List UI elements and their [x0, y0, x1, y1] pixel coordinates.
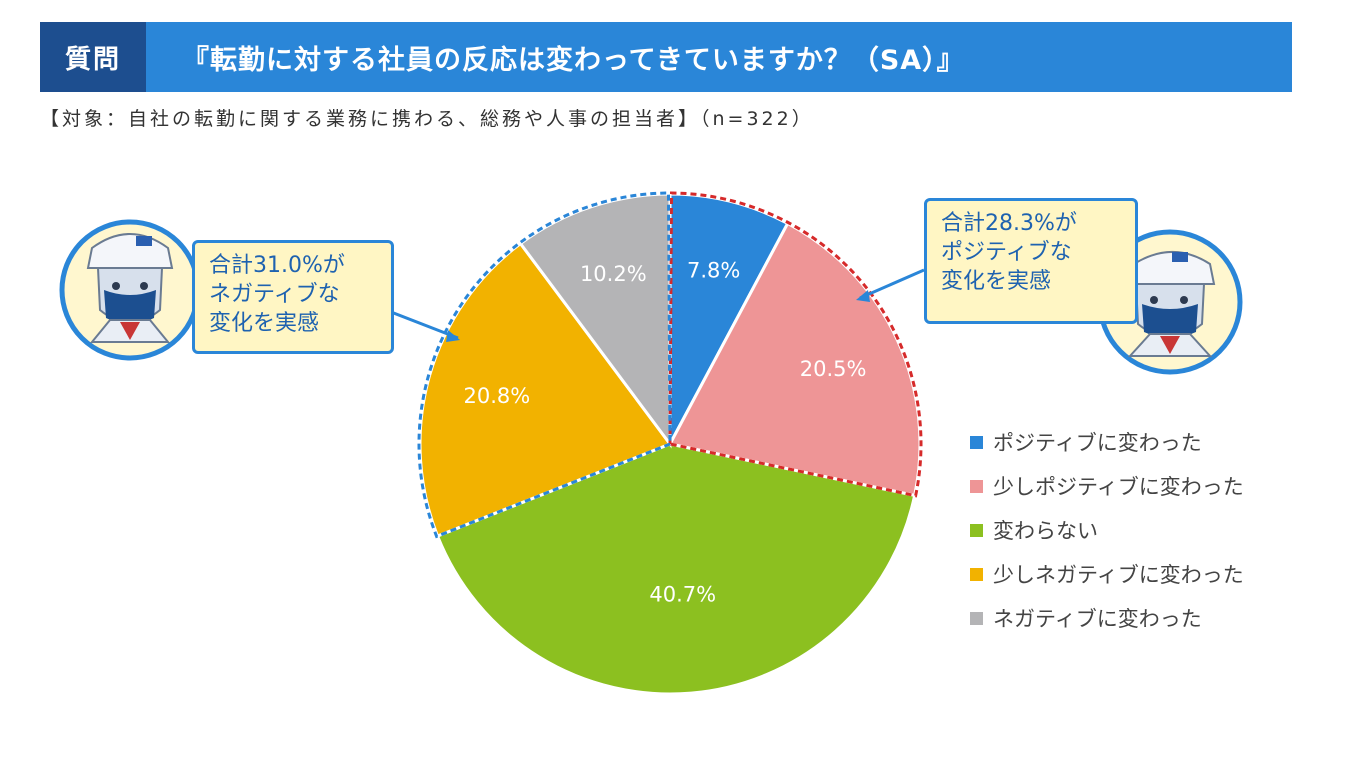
- question-text: 『転勤に対する社員の反応は変わってきていますか？（SA）』: [182, 44, 965, 76]
- pie-slice: [435, 442, 917, 696]
- slice-label: 20.5%: [800, 357, 867, 381]
- survey-subtitle: 【対象：自社の転勤に関する業務に携わる、総務や人事の担当者】（n=322）: [40, 108, 814, 130]
- negative-callout-line-1: 合計31.0%が: [209, 253, 345, 278]
- legend-label: 変わらない: [993, 519, 1098, 543]
- legend-swatch: [970, 611, 983, 625]
- question-tag: 質問: [40, 22, 146, 92]
- legend-item: 少しポジティブに変わった: [970, 464, 1244, 508]
- legend-label: 少しネガティブに変わった: [993, 563, 1244, 587]
- mascot-left-icon: [59, 219, 201, 361]
- positive-callout-line-3: 変化を実感: [941, 269, 1052, 294]
- group-outlines: [417, 191, 923, 539]
- positive-total-callout: 合計28.3%が ポジティブな 変化を実感: [924, 198, 1138, 324]
- legend-item: 変わらない: [970, 508, 1244, 552]
- negative-callout-line-3: 変化を実感: [209, 311, 320, 336]
- legend-swatch: [970, 567, 983, 581]
- slice-label: 7.8%: [687, 258, 740, 282]
- legend-label: 少しポジティブに変わった: [993, 475, 1244, 499]
- legend-swatch: [970, 435, 983, 449]
- chart-legend: ポジティブに変わった 少しポジティブに変わった 変わらない 少しネガティブに変わ…: [970, 420, 1244, 640]
- positive-callout-line-1: 合計28.3%が: [941, 211, 1077, 236]
- negative-total-callout: 合計31.0%が ネガティブな 変化を実感: [192, 240, 394, 354]
- legend-swatch: [970, 523, 983, 537]
- negative-callout-line-2: ネガティブな: [209, 282, 340, 307]
- slice-label: 40.7%: [649, 582, 716, 606]
- legend-item: ネガティブに変わった: [970, 596, 1244, 640]
- question-header: 質問 『転勤に対する社員の反応は変わってきていますか？（SA）』: [40, 22, 1292, 92]
- legend-swatch: [970, 479, 983, 493]
- legend-item: ポジティブに変わった: [970, 420, 1244, 464]
- positive-group-outline: [668, 191, 923, 498]
- slice-label: 20.8%: [463, 384, 530, 408]
- positive-callout-line-2: ポジティブな: [941, 240, 1072, 265]
- slice-label: 10.2%: [580, 262, 647, 286]
- negative-group-outline: [417, 191, 672, 539]
- legend-label: ネガティブに変わった: [993, 607, 1202, 631]
- legend-label: ポジティブに変わった: [993, 431, 1202, 455]
- pie-slice: [518, 192, 672, 449]
- legend-item: 少しネガティブに変わった: [970, 552, 1244, 596]
